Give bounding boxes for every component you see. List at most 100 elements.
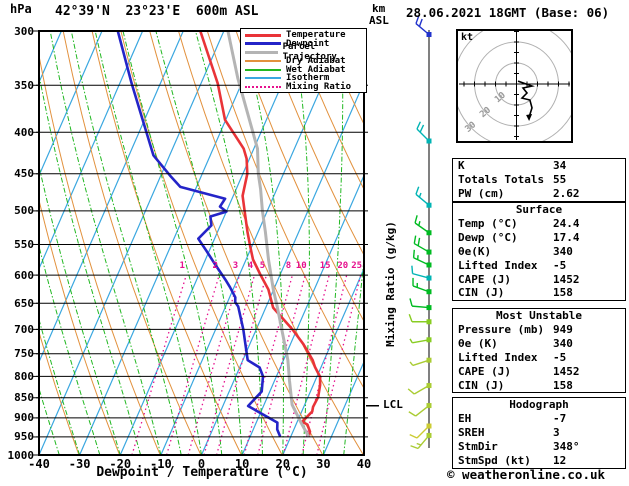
pressure-gridlines <box>33 30 368 456</box>
table-row: θe(K) 340 <box>453 245 625 259</box>
row-label: SREH <box>458 425 485 439</box>
hodograph-trace <box>517 80 535 118</box>
wind-barb <box>408 314 432 325</box>
pressure-tick-label: 950 <box>14 430 34 444</box>
legend-swatch-temperature <box>245 33 281 37</box>
pressure-tick-label: 650 <box>14 296 34 310</box>
copyright-footer: © weatheronline.co.uk <box>447 467 606 482</box>
wind-barb <box>412 277 432 295</box>
table-header: Surface <box>515 203 563 216</box>
row-value: 158 <box>553 286 573 300</box>
temp-tick-label: -10 <box>150 457 172 471</box>
stats-table-most-unstable: Most Unstable Pressure (mb) 949 θe (K) 340 Li… <box>452 308 626 394</box>
row-label: θe (K) <box>458 336 498 350</box>
mixing-ratio-value-label: 2 <box>212 261 218 271</box>
row-value: 949 <box>553 322 573 336</box>
legend-item: Temperature <box>245 30 366 40</box>
isotherm-lines <box>39 31 364 455</box>
row-value: 34 <box>553 159 567 172</box>
legend-swatch-isotherm <box>245 77 281 80</box>
stats-table-surface: Surface Temp (°C) 24.4 Dewp (°C) 17.4 θe(K) 34… <box>452 202 626 302</box>
row-label: CAPE (J) <box>458 272 511 286</box>
legend-swatch-mixing-ratio <box>245 85 281 88</box>
temp-tick-label: 20 <box>275 457 290 471</box>
wind-barb <box>407 383 432 395</box>
row-label: CAPE (J) <box>458 364 511 378</box>
hodograph-ring-label: 10 <box>493 91 508 106</box>
legend-label: Mixing Ratio <box>286 81 352 92</box>
row-value: 2.62 <box>553 186 580 200</box>
pressure-tick-label: 800 <box>14 369 34 383</box>
mixing-ratio-value-label: 4 <box>247 261 254 271</box>
table-row: Totals Totals 55 <box>453 173 625 187</box>
wind-barb-staff <box>407 15 432 450</box>
mixing-ratio-value-label: 5 <box>259 261 266 271</box>
lcl-label: LCL <box>383 398 403 411</box>
table-row: CIN (J) 158 <box>453 286 625 300</box>
legend-item: Dewpoint <box>245 39 366 49</box>
row-label: EH <box>458 411 472 425</box>
table-row: PW (cm) 2.62 <box>453 187 625 201</box>
mixing-ratio-value-label: 3 <box>232 261 239 271</box>
legend-swatch-wet-adiabat <box>245 68 281 71</box>
table-header: Hodograph <box>509 398 569 411</box>
row-label: CIN (J) <box>458 286 505 300</box>
row-value: 348° <box>553 439 580 453</box>
pressure-tick-label: 600 <box>14 268 34 282</box>
table-row: StmDir 348° <box>453 440 625 454</box>
pressure-tick-label: 1000 <box>7 448 35 462</box>
temp-tick-label: 40 <box>356 457 372 471</box>
temp-tick-label: 30 <box>316 457 331 471</box>
table-header: Most Unstable <box>495 309 583 322</box>
wind-barb <box>409 423 432 439</box>
wet-adiabat-lines <box>39 31 364 455</box>
table-row: CIN (J) 158 <box>453 379 625 393</box>
row-value: -5 <box>553 350 567 364</box>
table-row: CAPE (J) 1452 <box>453 273 625 287</box>
wind-barb <box>410 432 432 450</box>
table-row: Lifted Index -5 <box>453 259 625 273</box>
wind-barb <box>409 357 432 367</box>
row-label: StmDir <box>458 439 498 453</box>
legend-item: Isotherm <box>245 73 366 83</box>
row-value: -5 <box>553 258 567 272</box>
wind-barb <box>415 15 432 38</box>
altitude-unit-label: km <box>372 2 386 15</box>
temp-tick-label: -30 <box>68 457 91 471</box>
mixing-ratio-value-label: 20 <box>337 261 349 271</box>
legend-swatch-dewpoint <box>245 42 281 46</box>
mixing-ratio-value-label: 1 <box>179 261 185 271</box>
mixing-ratio-value-label: 10 <box>295 261 307 271</box>
row-value: 340 <box>553 244 573 258</box>
row-label: Dewp (°C) <box>458 230 518 244</box>
legend-swatch-parcel-trajectory <box>245 50 278 54</box>
temp-tick-label: 0 <box>197 457 206 471</box>
row-value: 158 <box>553 378 573 392</box>
row-value: 1452 <box>553 272 580 286</box>
parcel_trajectory-curve <box>226 31 311 438</box>
dewpoint-curve <box>116 31 282 438</box>
pressure-tick-label: 550 <box>14 237 34 251</box>
pressure-tick-label: 500 <box>14 204 34 218</box>
legend-item: Mixing Ratio <box>245 81 366 92</box>
stats-table-hodograph: Hodograph EH -7 SREH 3 StmDir 348° StmSpd (kt) 1… <box>452 397 626 469</box>
pressure-tick-label: 900 <box>14 411 34 425</box>
row-value: 55 <box>553 172 567 186</box>
wind-barb <box>408 403 432 417</box>
row-value: -7 <box>553 411 567 425</box>
row-value: 17.4 <box>553 230 580 244</box>
run-date-label: 28.06.2021 18GMT (Base: 06) <box>406 5 610 20</box>
table-row: Dewp (°C) 17.4 <box>453 231 625 245</box>
table-row: θe (K) 340 <box>453 337 625 351</box>
wind-barb <box>412 249 432 268</box>
legend-label: Dry Adiabat <box>286 56 346 67</box>
row-label: Temp (°C) <box>458 216 518 230</box>
hodograph-unit-label: kt <box>461 32 474 43</box>
pressure-tick-label: 450 <box>14 167 34 181</box>
x-axis-label: Dewpoint / Temperature (°C) <box>96 465 308 480</box>
row-label: CIN (J) <box>458 378 505 392</box>
row-value: 1452 <box>553 364 580 378</box>
legend-item: Wet Adiabat <box>245 65 366 75</box>
